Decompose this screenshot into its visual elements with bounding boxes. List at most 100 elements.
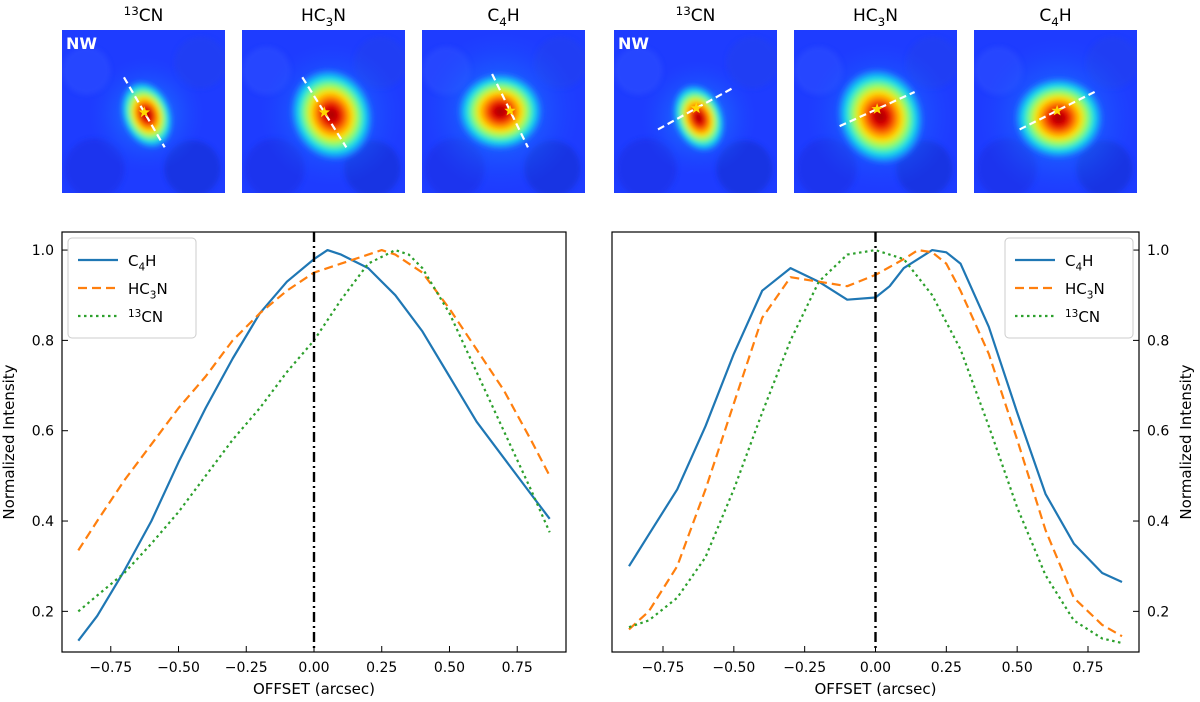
subscript: 4 <box>1075 262 1082 274</box>
image-noise <box>726 36 777 89</box>
emission-peak <box>456 71 545 152</box>
left-chart: −0.75 −0.50 −0.25 0.00 0.25 0.50 0.75 0.2 0.4 0.6… <box>0 231 567 698</box>
image-panel: NW 13CN <box>62 4 225 193</box>
x-axis-label: OFFSET (arcsec) <box>815 680 937 698</box>
x-tick-label: 0.50 <box>1002 660 1033 676</box>
species-base: HC <box>1065 280 1087 298</box>
species-base: CN <box>691 6 716 26</box>
y-tick-label: 0.4 <box>32 514 54 530</box>
legend-box <box>1004 237 1134 339</box>
cut-line <box>301 76 348 148</box>
y-axis-label: Normalized Intensity <box>0 364 18 519</box>
x-axis-label: OFFSET (arcsec) <box>253 680 375 698</box>
star-icon <box>1051 104 1063 116</box>
species-base: C <box>128 252 138 270</box>
image-panel: C4H <box>422 6 585 193</box>
superscript: 13 <box>676 4 691 18</box>
species-tail: H <box>1082 252 1093 270</box>
legend-label-hc3n: HC3N <box>1065 280 1105 302</box>
cut-line <box>1019 90 1096 131</box>
right-chart: −0.75 −0.50 −0.25 0.00 0.25 0.50 0.75 0.2 0.4 0.6… <box>611 231 1195 698</box>
panel-species-title: HC3N <box>301 6 346 29</box>
legend-label-c4h: C4H <box>128 252 156 274</box>
series-line-c4h <box>77 249 551 642</box>
star-icon <box>504 104 516 116</box>
panel-region-label: NW <box>618 34 649 53</box>
y-axis-label: Normalized Intensity <box>1177 364 1195 519</box>
species-tail: N <box>156 280 167 298</box>
panel-species-title: HC3N <box>853 6 898 29</box>
y-tick-label: 0.6 <box>32 424 54 440</box>
species-base: HC <box>301 6 326 26</box>
species-base: HC <box>128 280 150 298</box>
panel-species-title: C4H <box>487 6 519 29</box>
image-panel: C4H <box>974 6 1137 193</box>
cut-line <box>839 90 916 128</box>
series-line-hc3n <box>628 249 1123 638</box>
panel-species-title: 13CN <box>676 4 716 26</box>
x-tick-label: −0.50 <box>712 660 755 676</box>
star-icon <box>690 102 702 114</box>
cut-line <box>491 73 529 148</box>
species-base: CN <box>141 308 163 326</box>
superscript: 13 <box>128 308 141 320</box>
x-tick-label: −0.75 <box>89 660 132 676</box>
y-tick-label: 0.4 <box>1147 514 1169 530</box>
y-tick-label: 0.6 <box>1147 424 1169 440</box>
cut-line <box>657 86 736 131</box>
species-base: CN <box>1078 308 1100 326</box>
subscript: 3 <box>1087 290 1094 302</box>
x-tick-label: −0.25 <box>225 660 268 676</box>
x-tick-label: −0.75 <box>642 660 685 676</box>
species-tail: N <box>1093 280 1104 298</box>
star-icon <box>871 103 883 114</box>
series-line-c4h <box>628 249 1123 584</box>
legend-label-c4h: C4H <box>1065 252 1093 274</box>
legend-box <box>67 237 197 339</box>
y-tick-label: 0.2 <box>32 604 54 620</box>
image-panel: HC3N <box>794 6 957 193</box>
superscript: 13 <box>1065 308 1078 320</box>
emission-peak <box>835 67 926 166</box>
species-tail: H <box>145 252 156 270</box>
x-tick-label: 0.25 <box>366 660 397 676</box>
panel-species-title: C4H <box>1039 6 1071 29</box>
species-base: C <box>1039 6 1051 26</box>
legend-label-cn13: 13CN <box>128 308 163 326</box>
x-tick-label: −0.25 <box>783 660 826 676</box>
species-tail: N <box>885 6 898 26</box>
y-tick-label: 0.8 <box>32 333 54 349</box>
species-base: C <box>487 6 499 26</box>
species-base: C <box>1065 252 1075 270</box>
image-panel: HC3N <box>242 6 405 193</box>
subscript: 3 <box>326 15 334 29</box>
subscript: 4 <box>138 262 145 274</box>
species-base: CN <box>139 6 164 26</box>
x-tick-label: 0.75 <box>1072 660 1103 676</box>
species-base: HC <box>853 6 878 26</box>
image-panel: NW 13CN <box>614 4 777 193</box>
subscript: 3 <box>878 15 886 29</box>
species-tail: H <box>1059 6 1072 26</box>
subscript: 4 <box>1051 15 1059 29</box>
legend-label-cn13: 13CN <box>1065 308 1100 326</box>
x-tick-label: 0.50 <box>434 660 465 676</box>
legend-label-hc3n: HC3N <box>128 280 168 302</box>
species-tail: N <box>333 6 346 26</box>
series-line-cn13 <box>77 249 551 613</box>
emission-peak <box>1012 76 1105 161</box>
panel-species-title: 13CN <box>124 4 164 26</box>
x-tick-label: 0.25 <box>931 660 962 676</box>
panel-region-label: NW <box>66 34 97 53</box>
y-tick-label: 1.0 <box>1147 243 1169 259</box>
y-tick-label: 0.2 <box>1147 604 1169 620</box>
superscript: 13 <box>124 4 139 18</box>
x-tick-label: 0.00 <box>860 660 891 676</box>
subscript: 4 <box>499 15 507 29</box>
x-tick-label: −0.50 <box>157 660 200 676</box>
subscript: 3 <box>150 290 157 302</box>
x-tick-label: 0.75 <box>502 660 533 676</box>
